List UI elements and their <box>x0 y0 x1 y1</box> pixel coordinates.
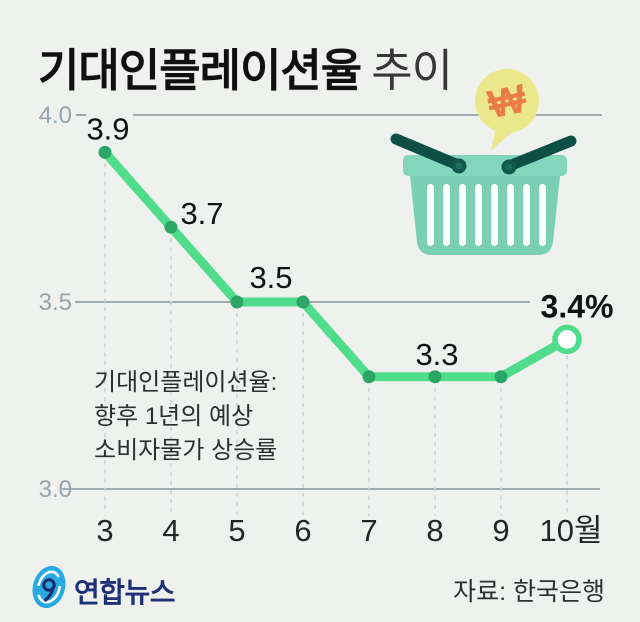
data-source-label: 자료: 한국은행 <box>453 578 605 606</box>
x-axis-label: 8 <box>426 513 443 548</box>
x-axis-label: 3 <box>96 513 113 548</box>
x-axis-label: 7 <box>360 513 377 548</box>
yonhap-logo-text: 연합뉴스 <box>74 577 176 608</box>
data-point-label: 3.4% <box>541 288 614 324</box>
data-point-label: 3.5 <box>249 260 292 295</box>
basket-stripes <box>427 184 546 246</box>
data-point-label: 3.7 <box>180 196 223 231</box>
basket-handle-right <box>503 135 577 172</box>
page-title: 기대인플레이션율 추이 <box>38 34 453 99</box>
y-axis-label: 3.0 <box>39 476 72 503</box>
series-line <box>100 147 572 382</box>
data-point <box>428 370 442 384</box>
yonhap-logo: 연합뉴스 <box>29 561 249 613</box>
annotation-line: 소비자물가 상승률 <box>94 437 278 464</box>
handle-pivot-left-inner <box>455 162 463 170</box>
title-suffix: 추이 <box>371 45 453 96</box>
x-axis-label: 4 <box>162 513 179 548</box>
y-axis-label: 3.5 <box>39 289 72 316</box>
x-axis-label: 10월 <box>539 513 602 548</box>
data-point <box>98 145 112 159</box>
chart-annotation: 기대인플레이션율: 향후 1년의 예상 소비자물가 상승률 <box>94 366 277 468</box>
x-axis-label: 9 <box>492 513 509 548</box>
y-axis-label: 4.0 <box>39 102 72 129</box>
yonhap-logo-icon <box>32 565 66 609</box>
data-point <box>164 220 178 234</box>
data-point-open <box>552 324 582 355</box>
data-point <box>230 295 244 309</box>
data-point <box>362 370 376 384</box>
won-icon: ₩ <box>484 76 530 127</box>
data-point-label: 3.3 <box>415 337 458 372</box>
title-main: 기대인플레이션율 <box>38 45 362 96</box>
shopping-basket-illustration: ₩ <box>390 69 577 255</box>
x-axis-label: 5 <box>228 513 245 548</box>
data-point-label: 3.9 <box>86 111 129 146</box>
annotation-line: 기대인플레이션율: <box>94 369 278 396</box>
speech-bubble <box>475 69 539 133</box>
data-point <box>296 295 310 309</box>
x-axis-label: 6 <box>294 513 311 548</box>
basket-handle-left <box>390 133 464 171</box>
data-point <box>494 370 508 384</box>
annotation-line: 향후 1년의 예상 <box>94 403 254 430</box>
speech-bubble-tail <box>491 127 513 151</box>
handle-pivot-right-inner <box>505 163 513 171</box>
